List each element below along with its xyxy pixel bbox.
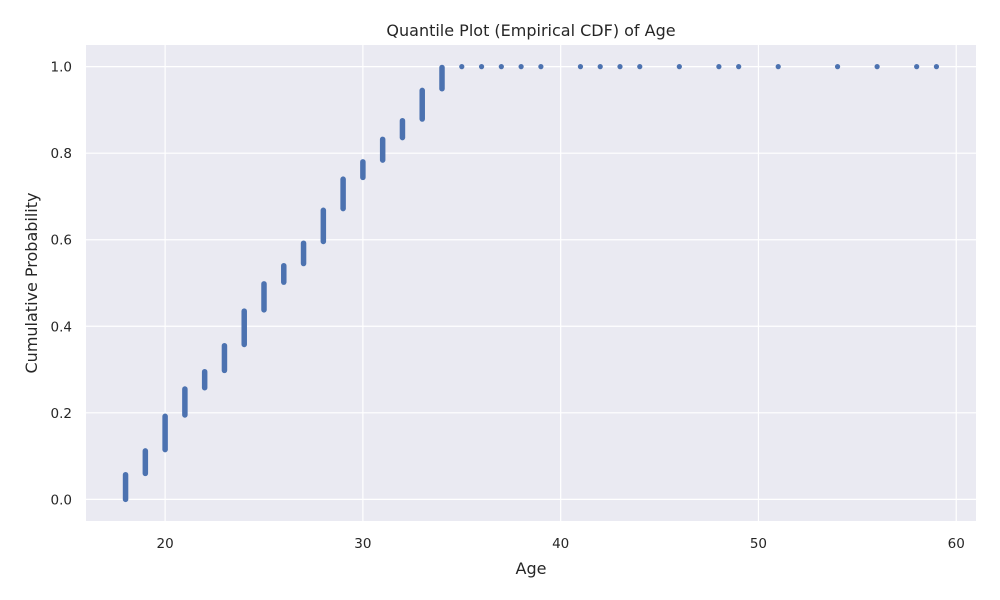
cdf-point [498,64,504,70]
cdf-point [933,64,940,70]
cdf-point [914,64,920,70]
cdf-point [617,64,623,70]
y-tick-label: 0.8 [51,146,72,162]
x-tick-label: 60 [948,536,965,552]
y-axis-ticks: 0.0 0.2 0.4 0.6 0.8 1.0 [51,60,72,509]
cdf-point [597,64,603,70]
y-tick-label: 0.6 [51,233,72,249]
chart-title: Quantile Plot (Empirical CDF) of Age [386,21,675,40]
y-tick-label: 0.0 [51,492,72,508]
cdf-point [518,64,524,70]
cdf-point [538,64,544,70]
cdf-point [716,64,722,70]
cdf-point [637,64,643,70]
cdf-point [577,64,584,70]
y-tick-label: 0.4 [51,319,72,335]
y-tick-label: 1.0 [51,60,72,76]
x-tick-label: 20 [157,536,174,552]
cdf-point [736,64,742,70]
y-tick-label: 0.2 [51,406,72,422]
cdf-point [834,64,841,70]
cdf-point [478,64,485,70]
cdf-point [874,64,880,70]
y-axis-label: Cumulative Probability [22,193,41,374]
cdf-point [459,64,465,70]
x-tick-label: 40 [552,536,569,552]
x-axis-ticks: 20 30 40 50 60 [157,536,965,552]
x-tick-label: 50 [750,536,767,552]
data-marks [122,64,940,503]
x-axis-label: Age [516,559,547,578]
cdf-point [775,64,781,70]
cdf-point [676,64,682,70]
plot-area [86,45,976,521]
x-tick-label: 30 [354,536,371,552]
grid-lines [86,45,976,521]
